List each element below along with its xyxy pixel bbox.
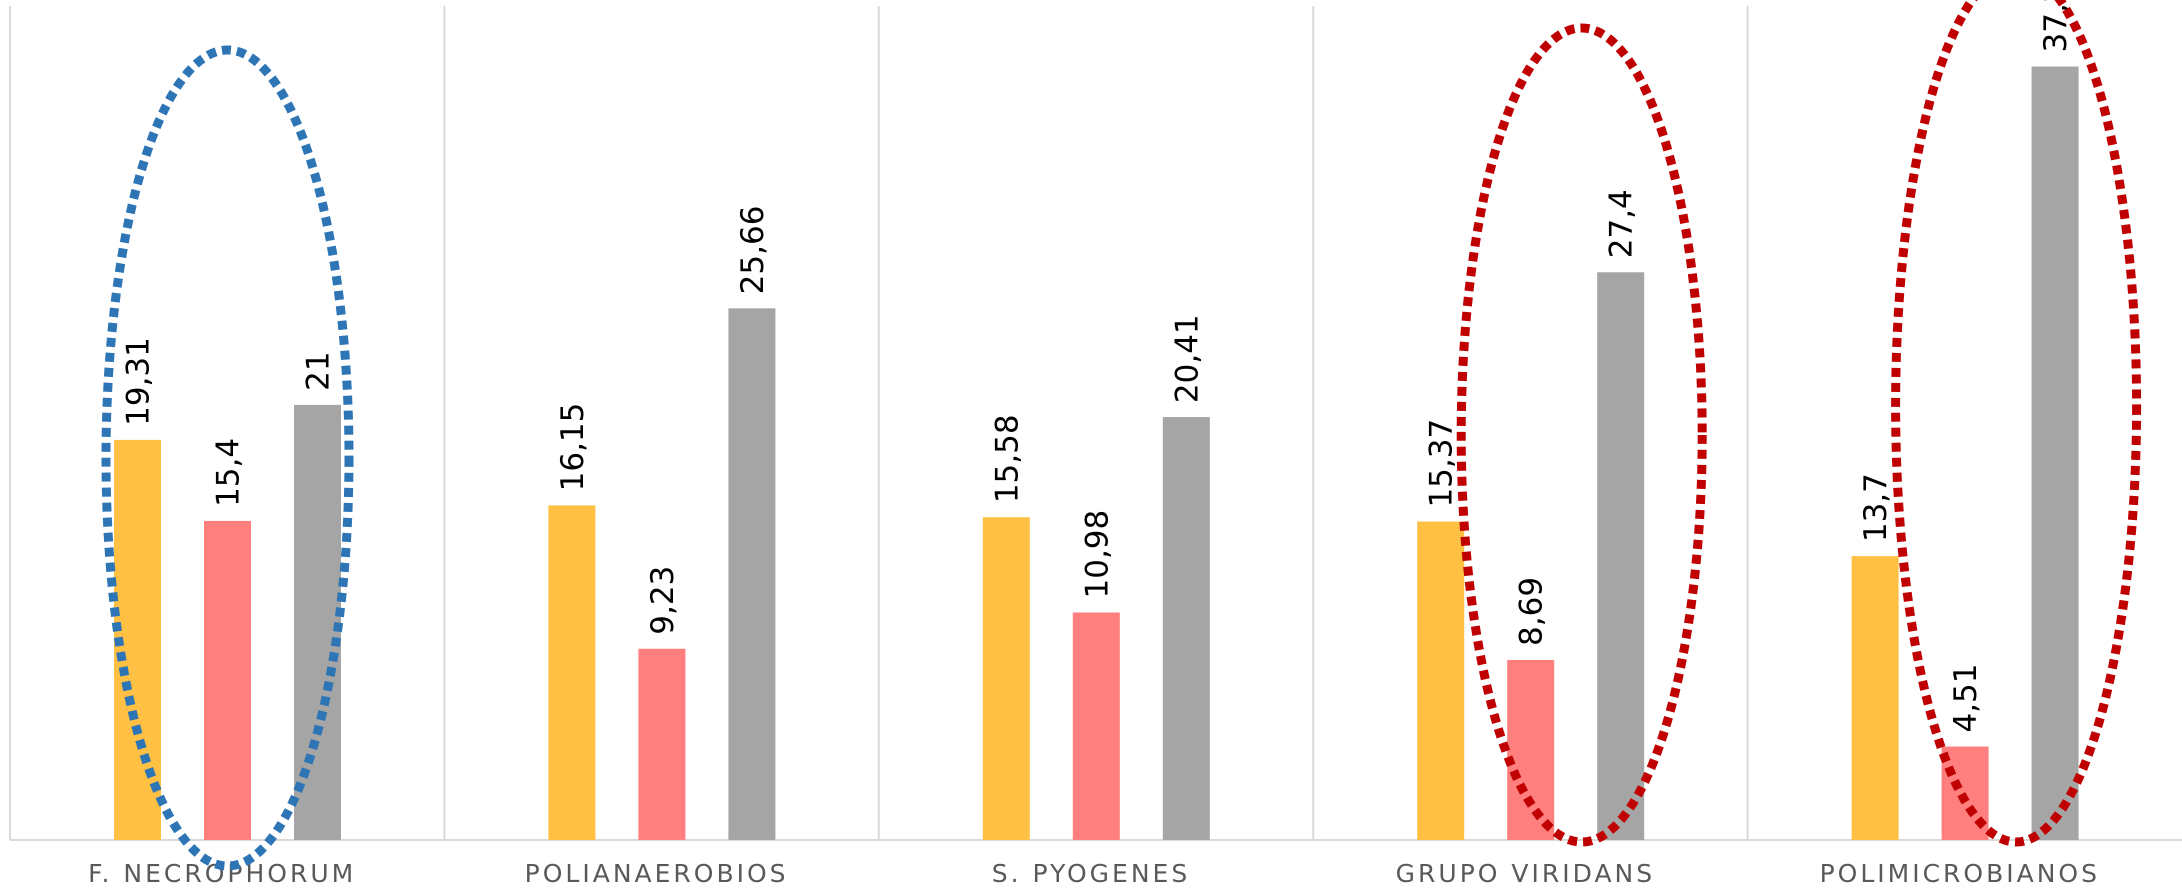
data-label: 37,33 <box>2038 0 2074 53</box>
bar <box>548 505 596 840</box>
data-label: 8,69 <box>1514 577 1550 646</box>
data-label: 16,15 <box>555 403 591 492</box>
data-label: 15,58 <box>989 414 1025 503</box>
bar <box>1507 659 1555 840</box>
highlight-ellipses-group <box>101 0 2142 871</box>
bar <box>1162 417 1210 840</box>
highlight-ellipse <box>1891 0 2142 847</box>
data-label: 25,66 <box>735 206 771 295</box>
category-label: POLIANAEROBIOS <box>525 859 789 888</box>
bar <box>2031 66 2079 840</box>
data-label: 10,98 <box>1079 510 1115 599</box>
bar <box>1597 272 1645 841</box>
data-label: 9,23 <box>645 566 681 635</box>
bars-group <box>114 66 2079 841</box>
bar <box>204 520 251 840</box>
data-label: 4,51 <box>1948 664 1984 733</box>
bar <box>1072 612 1120 840</box>
data-label: 21 <box>301 351 337 390</box>
data-labels-group: 19,31 15,4 21 16,15 9,23 25,66 15,58 10,98 20,41… <box>121 0 2075 733</box>
data-label: 27,4 <box>1604 189 1640 258</box>
category-label: GRUPO VIRIDANS <box>1396 859 1655 888</box>
data-label: 19,31 <box>121 337 157 426</box>
bar <box>1417 521 1465 840</box>
category-label: S. PYOGENES <box>992 859 1190 888</box>
category-separators <box>9 6 1749 840</box>
data-label: 13,7 <box>1858 473 1894 542</box>
bar <box>728 308 776 840</box>
highlight-ellipse <box>101 45 354 871</box>
data-label: 20,41 <box>1169 314 1205 403</box>
category-label: POLIMICROBIANOS <box>1820 859 2100 888</box>
bar <box>982 517 1030 840</box>
highlight-ellipse <box>1456 23 1707 847</box>
data-label: 15,37 <box>1424 419 1460 508</box>
bar <box>294 404 341 840</box>
bar <box>638 648 686 840</box>
bar <box>1851 556 1899 840</box>
data-label: 15,4 <box>211 438 247 507</box>
category-labels-group: F. NECROPHORUM POLIANAEROBIOS S. PYOGENES G… <box>88 859 2100 888</box>
